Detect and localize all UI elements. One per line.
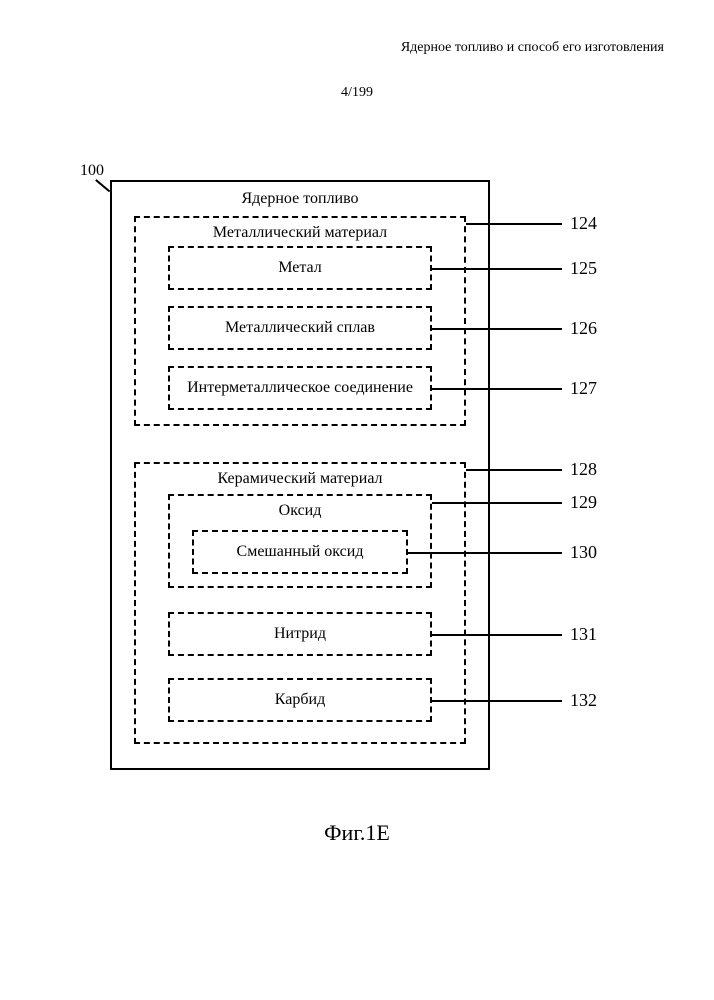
box-127-label: Интерметаллическое соединение [187, 379, 413, 397]
box-129-label: Оксид [279, 502, 322, 520]
box-125-label: Метал [278, 259, 322, 277]
figure-caption: Фиг.1E [324, 820, 390, 846]
box-131: Нитрид [168, 612, 432, 656]
ref-126: 126 [570, 318, 597, 339]
box-132-label: Карбид [275, 691, 325, 709]
leader-131 [432, 634, 562, 636]
ref-125: 125 [570, 258, 597, 279]
ref-127: 127 [570, 378, 597, 399]
box-126: Металлический сплав [168, 306, 432, 350]
diagram-fig-1e: Ядерное топливо 100 Металлический матери… [110, 180, 490, 770]
box-125: Метал [168, 246, 432, 290]
box-128-label: Керамический материал [217, 470, 382, 488]
leader-127 [432, 388, 562, 390]
ref-132: 132 [570, 690, 597, 711]
box-130-label: Смешанный оксид [237, 543, 364, 561]
leader-129 [432, 502, 562, 504]
box-132: Карбид [168, 678, 432, 722]
ref-128: 128 [570, 459, 597, 480]
ref-129: 129 [570, 492, 597, 513]
leader-125 [432, 268, 562, 270]
ref-130: 130 [570, 542, 597, 563]
page-number: 4/199 [341, 85, 373, 101]
box-131-label: Нитрид [274, 625, 326, 643]
box-130: Смешанный оксид [192, 530, 408, 574]
ref-131: 131 [570, 624, 597, 645]
page: Ядерное топливо и способ его изготовлени… [0, 0, 714, 1000]
leader-128 [466, 469, 562, 471]
leader-132 [432, 700, 562, 702]
box-127: Интерметаллическое соединение [168, 366, 432, 410]
outer-box-label: Ядерное топливо [241, 190, 358, 208]
leader-130 [408, 552, 562, 554]
ref-100: 100 [80, 162, 104, 180]
ref-124: 124 [570, 213, 597, 234]
ref-100-lead [96, 179, 111, 192]
document-header-title: Ядерное топливо и способ его изготовлени… [401, 40, 664, 56]
leader-126 [432, 328, 562, 330]
leader-124 [466, 223, 562, 225]
box-124-label: Металлический материал [213, 224, 387, 242]
box-126-label: Металлический сплав [225, 319, 375, 337]
